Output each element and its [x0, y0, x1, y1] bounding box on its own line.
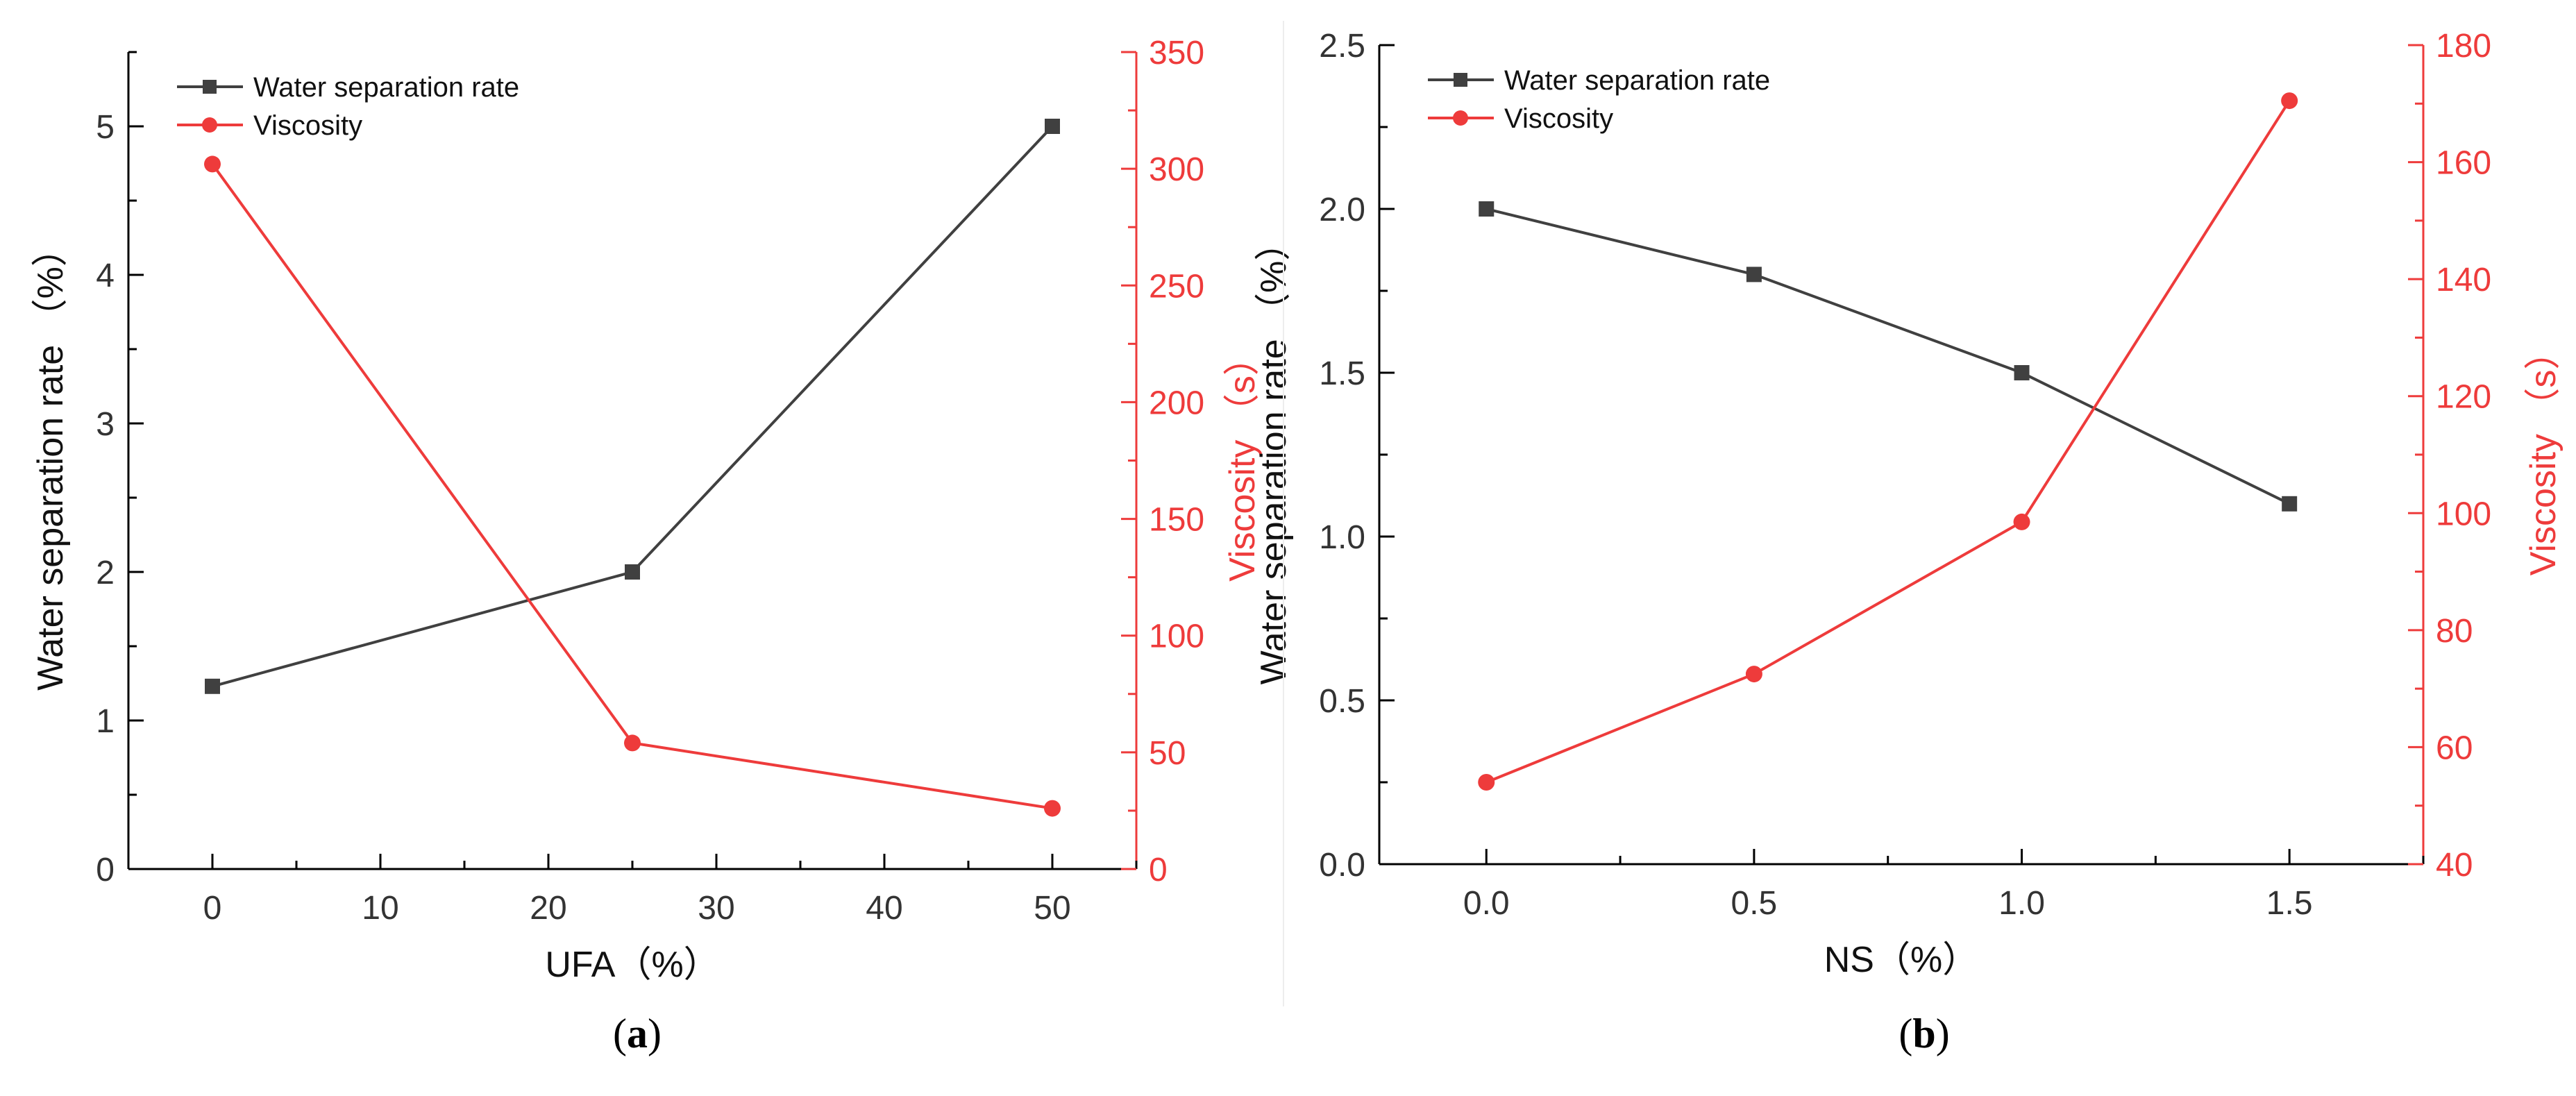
right-y-axis-title: Viscosity （s） [2523, 334, 2564, 576]
right-y-tick-label: 120 [2436, 379, 2491, 416]
right-y-tick-label: 80 [2436, 613, 2473, 650]
left-y-axis-title: Water separation rate （%） [1254, 225, 1294, 685]
data-point-viscosity [204, 155, 221, 173]
x-tick-label: 50 [1034, 890, 1070, 927]
legend-label: Viscosity [253, 110, 362, 141]
right-y-tick-label: 60 [2436, 730, 2473, 766]
left-y-tick-label: 4 [96, 258, 115, 294]
data-point-viscosity [2281, 92, 2298, 110]
left-y-tick-label: 5 [96, 109, 115, 146]
panel-label-a: (a) [613, 1011, 662, 1056]
data-point-water-separation-rate [625, 564, 640, 580]
legend-marker-square [1454, 73, 1467, 87]
data-point-viscosity [624, 734, 641, 752]
legend-marker-circle [202, 117, 217, 133]
data-point-viscosity [1745, 666, 1762, 683]
left-y-tick-label: 0.5 [1319, 683, 1365, 720]
data-point-water-separation-rate [205, 678, 220, 694]
right-y-tick-label: 300 [1149, 151, 1204, 188]
x-tick-label: 0 [203, 890, 222, 927]
x-tick-label: 10 [362, 890, 398, 927]
right-y-tick-label: 140 [2436, 262, 2491, 298]
right-y-tick-label: 150 [1149, 502, 1204, 539]
panel-divider [1283, 21, 1284, 1006]
left-y-tick-label: 2.0 [1319, 192, 1365, 228]
left-y-axis-title: Water separation rate （%） [31, 230, 71, 691]
legend-marker-square [203, 80, 217, 94]
left-y-tick-label: 3 [96, 406, 115, 443]
data-point-viscosity [2013, 513, 2030, 530]
left-y-tick-label: 0.0 [1319, 847, 1365, 884]
x-tick-label: 1.5 [2266, 885, 2313, 922]
left-y-tick-label: 1.0 [1319, 519, 1365, 556]
x-axis-title: UFA（%） [545, 945, 719, 985]
legend-marker-circle [1453, 110, 1468, 126]
legend-label: Water separation rate [1504, 65, 1770, 96]
data-point-water-separation-rate [1479, 201, 1495, 217]
series-line-viscosity [1485, 99, 2291, 784]
x-tick-label: 20 [530, 890, 566, 927]
right-y-tick-label: 0 [1149, 852, 1168, 888]
data-point-water-separation-rate [1746, 267, 1762, 283]
data-point-viscosity [1478, 774, 1495, 791]
chart-panel-b: 0.0 0.5 1.0 1.5 0.0 0.5 1.0 1.5 2.0 2.5 40 60 80 100 1… [1254, 28, 2564, 980]
x-tick-label: 1.0 [1998, 885, 2045, 922]
x-tick-label: 40 [866, 890, 902, 927]
right-y-tick-label: 100 [2436, 496, 2491, 532]
left-y-tick-label: 1.5 [1319, 355, 1365, 392]
legend-label: Water separation rate [253, 72, 519, 103]
left-y-tick-label: 2 [96, 555, 115, 591]
data-point-water-separation-rate [2014, 365, 2030, 380]
right-y-tick-label: 50 [1149, 735, 1186, 772]
right-y-tick-label: 350 [1149, 35, 1204, 71]
right-y-tick-label: 160 [2436, 145, 2491, 182]
right-y-tick-label: 200 [1149, 385, 1204, 421]
right-y-tick-label: 100 [1149, 618, 1204, 655]
left-y-tick-label: 2.5 [1319, 28, 1365, 65]
left-y-tick-label: 1 [96, 703, 115, 740]
data-point-water-separation-rate [2282, 496, 2298, 512]
x-tick-label: 0.5 [1731, 885, 1778, 922]
panel-label-b: (b) [1899, 1011, 1950, 1056]
right-y-axis-title: Viscosity （s） [1222, 339, 1263, 582]
data-point-viscosity [1044, 800, 1061, 817]
series-line-water-separation-rate [212, 125, 1054, 688]
series-line-water-separation-rate [1485, 208, 2291, 505]
right-y-tick-label: 180 [2436, 28, 2491, 65]
left-y-tick-label: 0 [96, 852, 115, 888]
data-point-water-separation-rate [1045, 119, 1060, 134]
x-axis-title: NS（%） [1824, 940, 1978, 980]
right-y-tick-label: 250 [1149, 268, 1204, 305]
chart-panel-a: 0 10 20 30 40 50012345050100150200250300350UF… [31, 35, 1263, 985]
right-y-tick-label: 40 [2436, 847, 2473, 884]
x-tick-label: 30 [698, 890, 734, 927]
x-tick-label: 0.0 [1463, 885, 1510, 922]
legend-label: Viscosity [1504, 103, 1613, 134]
